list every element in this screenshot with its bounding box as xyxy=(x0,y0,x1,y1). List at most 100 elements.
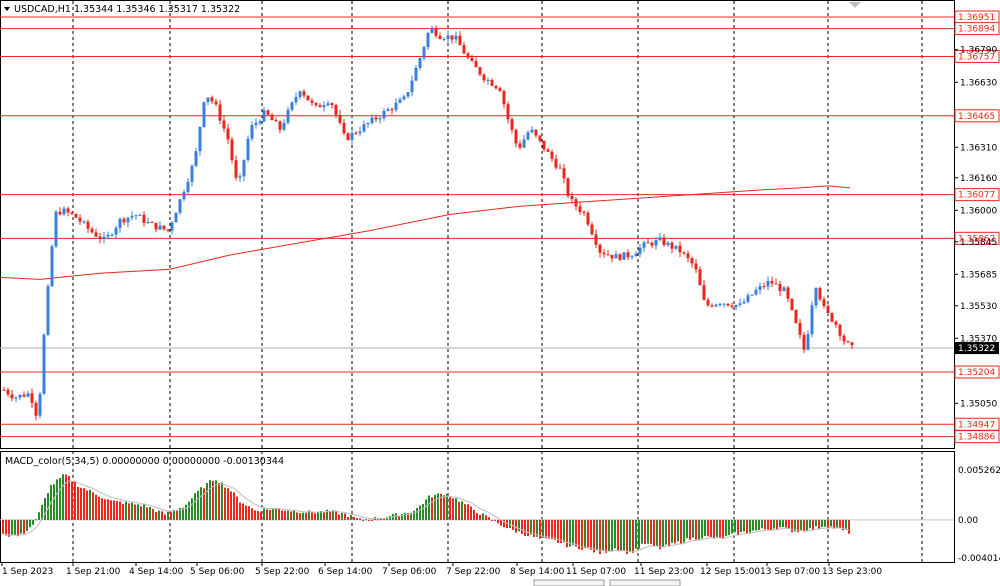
time-tick-label: 5 Sep 06:00 xyxy=(190,567,245,577)
macd-bar xyxy=(401,514,403,520)
candle-body xyxy=(674,245,678,249)
macd-bar xyxy=(371,519,373,521)
macd-bar xyxy=(398,516,400,520)
candle-body xyxy=(262,110,266,122)
candle-body xyxy=(618,254,622,260)
macd-bar xyxy=(839,519,841,529)
macd-signal-line xyxy=(2,480,850,553)
symbol-menu[interactable]: USDCAD,H1 1.35344 1.35346 1.35317 1.3532… xyxy=(4,4,240,15)
macd-bar xyxy=(764,519,766,530)
macd-bar xyxy=(848,519,850,534)
candle-body xyxy=(742,301,746,304)
candle-body xyxy=(210,97,214,102)
time-tick-label: 13 Sep 07:00 xyxy=(760,567,820,577)
macd-bar xyxy=(623,519,625,551)
scroll-tab[interactable] xyxy=(533,579,605,586)
candle-body xyxy=(198,126,202,152)
macd-bar xyxy=(203,488,205,520)
macd-bar xyxy=(218,483,220,520)
candle-body xyxy=(666,242,670,246)
candle-body xyxy=(550,151,554,159)
macd-bar xyxy=(599,519,601,555)
macd-bar xyxy=(593,519,595,553)
macd-bar xyxy=(410,512,412,520)
candle-body xyxy=(838,324,842,336)
candle-body xyxy=(234,160,238,178)
price-tick-label: 1.35685 xyxy=(960,270,997,280)
candle-body xyxy=(274,120,278,122)
candle-body xyxy=(382,111,386,119)
macd-bar xyxy=(56,479,58,520)
candle-body xyxy=(126,217,130,223)
macd-bar xyxy=(305,512,307,520)
macd-bar xyxy=(230,491,232,520)
macd-bar xyxy=(188,501,190,520)
candle-body xyxy=(538,135,542,141)
candle-body xyxy=(506,104,510,120)
candle-body xyxy=(610,254,614,259)
macd-bar xyxy=(578,519,580,550)
candle-body xyxy=(522,139,526,148)
level-label: 1.34886 xyxy=(958,433,995,443)
candle-body xyxy=(226,128,230,140)
macd-bar xyxy=(191,498,193,520)
candle-body xyxy=(54,211,58,247)
level-label: 1.36757 xyxy=(958,52,995,62)
scroll-arrow-icon[interactable] xyxy=(849,2,861,8)
macd-bar xyxy=(725,519,727,536)
time-axis[interactable]: 1 Sep 2023 1 Sep 21:00 4 Sep 14:00 5 Sep 06… xyxy=(1,562,882,577)
macd-bar xyxy=(833,519,835,529)
price-axis[interactable]: 1.36790 1.36630 1.36310 1.36160 1.36000 1.358… xyxy=(954,46,999,410)
macd-bar xyxy=(278,508,280,520)
macd-bar xyxy=(2,519,4,534)
candle-body xyxy=(782,287,786,292)
macd-bar xyxy=(269,509,271,520)
level-label: 1.36077 xyxy=(958,191,995,201)
candle-body xyxy=(302,91,306,96)
macd-bar xyxy=(68,476,70,520)
candle-body xyxy=(786,287,790,299)
macd-bar xyxy=(119,501,121,520)
macd-bar xyxy=(161,511,163,520)
time-tick-label: 4 Sep 14:00 xyxy=(129,567,184,577)
candle-body xyxy=(306,95,310,101)
macd-bar xyxy=(194,493,196,520)
moving-average-line xyxy=(0,185,851,280)
macd-bar xyxy=(320,510,322,520)
macd-bar xyxy=(197,490,199,520)
macd-bar xyxy=(116,500,118,520)
macd-bar xyxy=(437,493,439,520)
macd-bar xyxy=(80,487,82,520)
candle-body xyxy=(622,252,626,260)
candle-body xyxy=(182,192,186,200)
candle-body xyxy=(378,118,382,120)
time-tick-label: 11 Sep 07:00 xyxy=(566,567,626,577)
macd-bar xyxy=(842,519,844,531)
macd-bar xyxy=(626,519,628,554)
macd-bar xyxy=(224,487,226,520)
macd-bar xyxy=(809,519,811,529)
level-label: 1.34947 xyxy=(958,420,995,430)
scroll-tab[interactable] xyxy=(609,579,681,586)
price-tick-label: 1.35370 xyxy=(960,334,997,344)
candle-body xyxy=(314,102,318,106)
candle-body xyxy=(834,321,838,325)
candle-body xyxy=(342,122,346,134)
macd-bar xyxy=(254,510,256,520)
macd-bar xyxy=(575,519,577,547)
macd-bar xyxy=(521,519,523,534)
macd-bar xyxy=(452,498,454,520)
macd-bar xyxy=(677,519,679,542)
candle-body xyxy=(394,102,398,110)
macd-bar xyxy=(413,510,415,520)
macd-bar xyxy=(296,512,298,520)
macd-bar xyxy=(539,519,541,539)
macd-bar xyxy=(695,519,697,540)
dropdown-triangle-icon[interactable] xyxy=(4,7,10,11)
horizontal-levels[interactable]: 1.36951 1.36894 1.36757 1.36465 1.36077 1.358… xyxy=(0,10,1000,444)
macd-bar xyxy=(284,510,286,520)
macd-bar xyxy=(719,519,721,538)
macd-bar xyxy=(377,519,379,521)
